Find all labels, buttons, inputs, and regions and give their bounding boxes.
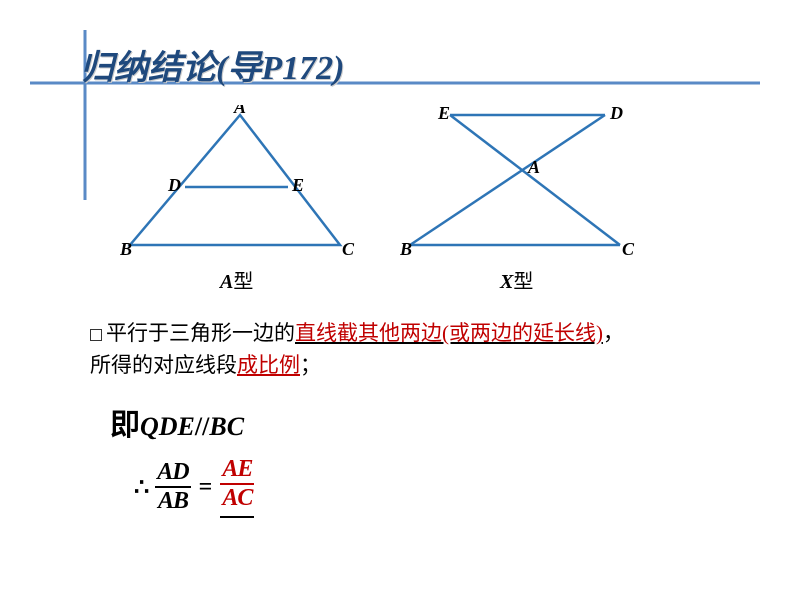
frac1-den: AB: [156, 488, 190, 515]
ji-label: 即: [110, 409, 140, 442]
svg-text:B: B: [120, 239, 132, 259]
fraction-right: AE AC: [220, 456, 254, 518]
fraction-left: AD AB: [155, 459, 190, 515]
diagram-area: A B C D E A型 E D A B C X型: [120, 105, 670, 305]
text-red1: 直线截其他两边(或两边的延长线): [295, 321, 603, 345]
bullet-icon: [90, 329, 102, 341]
frac1-num: AD: [155, 459, 190, 486]
frac2-underline: [220, 516, 254, 518]
svg-text:C: C: [342, 239, 355, 259]
frac2-num: AE: [220, 456, 254, 483]
diagram-x-type: E D A B C: [400, 105, 640, 265]
svg-text:A: A: [233, 105, 246, 117]
svg-text:E: E: [291, 175, 304, 195]
svg-text:A: A: [527, 157, 540, 177]
svg-text:B: B: [400, 239, 412, 259]
de-segment: DE: [159, 412, 195, 441]
title-text: 归纳结论(导P172): [80, 50, 344, 87]
equals-symbol: =: [199, 474, 213, 501]
text-prefix: 平行于三角形一边的: [106, 321, 295, 345]
svg-text:E: E: [437, 105, 450, 123]
text-comma: ，: [603, 321, 624, 345]
parallel-symbol: //: [195, 412, 209, 441]
text-semicolon: ；: [300, 353, 321, 377]
formula-conclusion: ∴ AD AB = AE AC: [134, 456, 254, 518]
diagram-x-label: X型: [500, 265, 533, 294]
formula-block: 即QDE//BC ∴ AD AB = AE AC: [110, 400, 254, 518]
because-symbol: Q: [140, 412, 159, 441]
text-red2: 成比例: [237, 353, 300, 377]
bc-segment: BC: [209, 412, 244, 441]
diagram-a-type: A B C D E: [120, 105, 360, 265]
formula-given: 即QDE//BC: [110, 400, 254, 444]
theorem-text: 平行于三角形一边的直线截其他两边(或两边的延长线)， 所得的对应线段成比例；: [90, 318, 730, 381]
text-line2a: 所得的对应线段: [90, 353, 237, 377]
svg-text:D: D: [609, 105, 623, 123]
frac2-den: AC: [220, 485, 254, 512]
svg-text:D: D: [167, 175, 181, 195]
svg-text:C: C: [622, 239, 635, 259]
page-title: 归纳结论(导P172): [80, 40, 344, 89]
therefore-symbol: ∴: [134, 473, 149, 502]
diagram-a-label: A型: [220, 265, 253, 294]
